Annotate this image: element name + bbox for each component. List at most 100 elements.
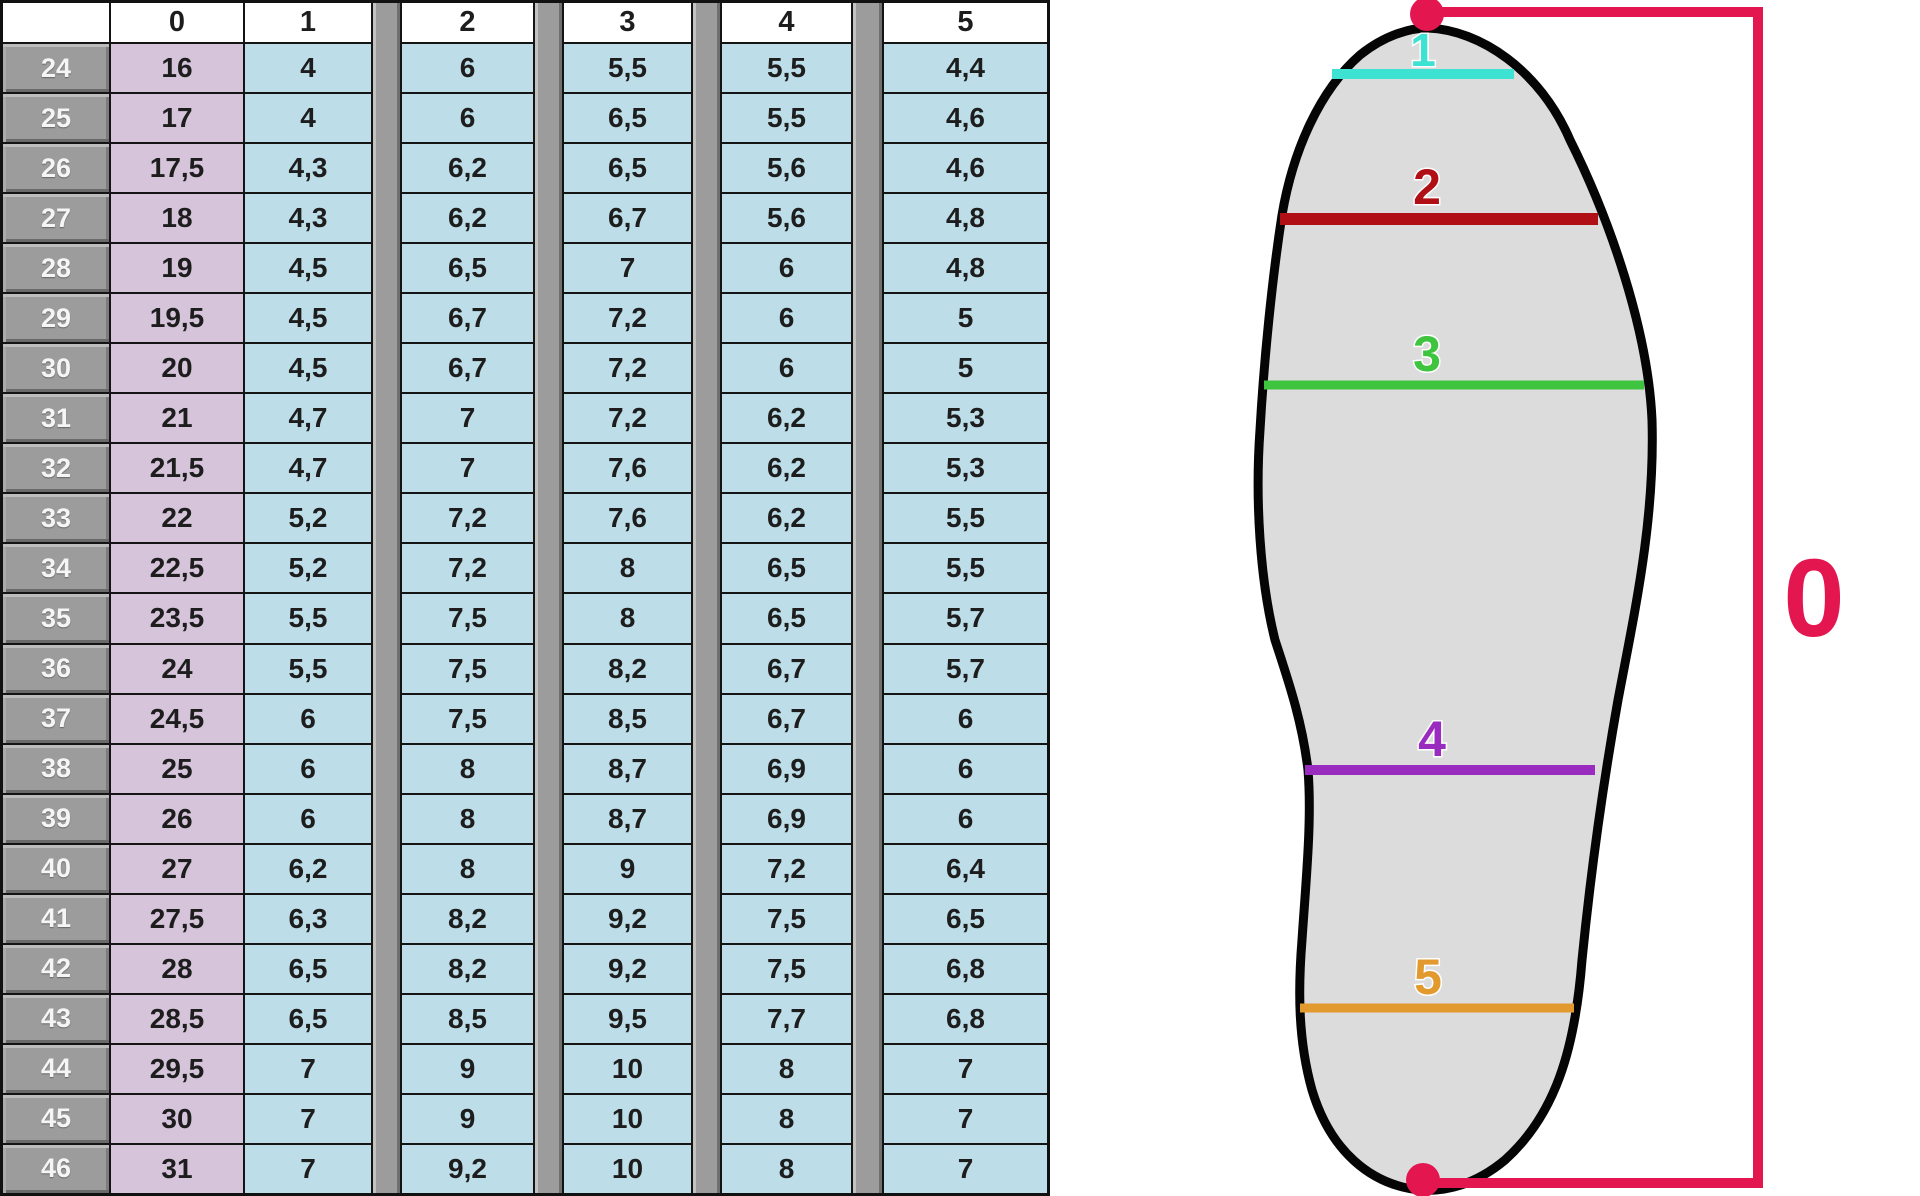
value-cell: 5,5 [884,544,1047,593]
sole-diagram: 1 2 3 4 5 0 [1253,0,1845,1196]
value-cell: 16 [111,44,243,93]
value-cell: 6,7 [402,294,533,343]
value-cell: 9,2 [564,894,691,943]
value-cell: 4,5 [245,244,371,293]
column-header-4: 4 [722,3,851,42]
row-header-cell: 37 [3,694,109,743]
value-cell: 21 [111,394,243,443]
value-cell: 7 [402,444,533,493]
value-cell: 7,5 [402,594,533,643]
value-cell: 6,7 [722,644,851,693]
value-cell: 6,2 [245,844,371,893]
value-cell: 30 [111,1094,243,1143]
value-cell: 6,2 [722,494,851,543]
value-cell: 19 [111,244,243,293]
row-header-cell: 44 [3,1044,109,1093]
value-cell: 9,2 [564,944,691,993]
value-cell: 6,5 [564,144,691,193]
column-header-1: 1 [245,3,371,42]
value-cell: 27,5 [111,894,243,943]
row-header-cell: 28 [3,244,109,293]
value-cell: 5,5 [245,594,371,643]
value-cell: 8 [402,744,533,793]
value-cell: 7,7 [722,994,851,1043]
value-cell: 19,5 [111,294,243,343]
value-cell: 8,7 [564,794,691,843]
value-cell: 7 [884,1044,1047,1093]
value-cell: 6,9 [722,794,851,843]
value-cell: 7,5 [402,644,533,693]
row-header-cell: 46 [3,1144,109,1193]
row-header-cell: 31 [3,394,109,443]
value-cell: 6,8 [884,994,1047,1043]
row-header-cell: 30 [3,344,109,393]
value-cell: 20 [111,344,243,393]
value-cell: 8,5 [402,994,533,1043]
width-line-label-4: 4 [1418,711,1446,767]
value-cell: 4,8 [884,194,1047,243]
value-cell: 6 [722,244,851,293]
value-cell: 9 [402,1094,533,1143]
toe-dot [1410,0,1444,31]
value-cell: 7,2 [402,494,533,543]
value-cell: 9 [564,844,691,893]
value-cell: 5,7 [884,644,1047,693]
value-cell: 6,8 [884,944,1047,993]
value-cell: 8,2 [402,944,533,993]
value-cell: 4,3 [245,194,371,243]
value-cell: 5 [884,294,1047,343]
value-cell: 8 [722,1144,851,1193]
row-header-cell: 40 [3,844,109,893]
value-cell: 6,5 [245,994,371,1043]
value-cell: 22 [111,494,243,543]
value-cell: 7,5 [722,944,851,993]
row-header-cell: 24 [3,44,109,93]
value-cell: 5,6 [722,194,851,243]
width-line-label-1: 1 [1410,24,1436,76]
value-cell: 6 [402,94,533,143]
value-cell: 4,5 [245,344,371,393]
row-header-cell: 26 [3,144,109,193]
value-cell: 4 [245,44,371,93]
value-cell: 8,2 [564,644,691,693]
value-cell: 6,7 [722,694,851,743]
value-cell: 18 [111,194,243,243]
value-cell: 7 [402,394,533,443]
row-header-cell: 33 [3,494,109,543]
value-cell: 6,2 [402,144,533,193]
value-cell: 6 [245,694,371,743]
value-cell: 7 [245,1144,371,1193]
value-cell: 5,3 [884,444,1047,493]
value-cell: 7,5 [722,894,851,943]
value-cell: 8,2 [402,894,533,943]
row-header-cell: 29 [3,294,109,343]
width-line-label-3: 3 [1413,326,1441,382]
column-separator [535,3,562,1193]
value-cell: 7,2 [564,394,691,443]
value-cell: 6,5 [564,94,691,143]
row-header-cell: 38 [3,744,109,793]
value-cell: 28 [111,944,243,993]
value-cell: 10 [564,1094,691,1143]
value-cell: 6,9 [722,744,851,793]
value-cell: 9,5 [564,994,691,1043]
row-header-cell: 42 [3,944,109,993]
column-header-5: 5 [884,3,1047,42]
value-cell: 6 [245,794,371,843]
row-header-cell: 35 [3,594,109,643]
value-cell: 23,5 [111,594,243,643]
value-cell: 21,5 [111,444,243,493]
value-cell: 17,5 [111,144,243,193]
value-cell: 6 [245,744,371,793]
value-cell: 6 [722,294,851,343]
value-cell: 6,7 [402,344,533,393]
width-line-label-5: 5 [1414,949,1442,1005]
column-separator [373,3,400,1193]
value-cell: 7,5 [402,694,533,743]
value-cell: 28,5 [111,994,243,1043]
value-cell: 6,5 [245,944,371,993]
row-header-cell: 27 [3,194,109,243]
value-cell: 6 [884,694,1047,743]
value-cell: 5,6 [722,144,851,193]
